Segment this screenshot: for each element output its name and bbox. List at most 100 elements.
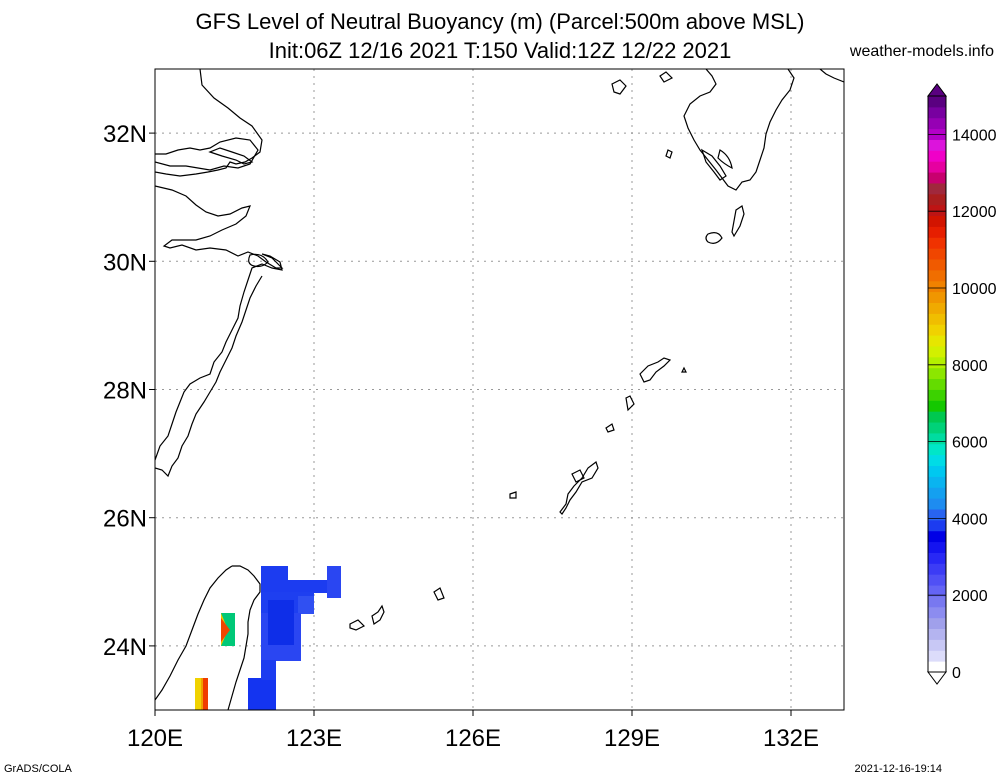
colorbar-swatch	[928, 259, 946, 271]
colorbar-swatch	[928, 96, 946, 108]
coastline-miyako	[433, 587, 445, 601]
coastline-ishigaki	[371, 604, 385, 625]
coastline-china	[155, 69, 263, 177]
site-credit: weather-models.info	[849, 43, 994, 60]
colorbar-swatch	[928, 215, 946, 227]
colorbar-swatch	[928, 378, 946, 390]
footer-timestamp: 2021-12-16-19:14	[854, 763, 942, 775]
colorbar-swatch	[928, 519, 946, 532]
coastline-tokunoshima	[625, 395, 635, 412]
coastline-okinoerabu	[605, 423, 615, 433]
colorbar-swatch	[928, 617, 946, 630]
colorbar-swatch	[928, 585, 946, 597]
colorbar-swatch	[928, 443, 946, 456]
colorbar-swatch	[928, 237, 946, 249]
x-tick-label: 132E	[763, 725, 819, 752]
colorbar: 0 2000 4000 6000 8000 10000 12000 14000	[927, 83, 997, 685]
colorbar-label: 2000	[952, 588, 988, 605]
colorbar-swatch	[928, 530, 946, 543]
colorbar-label: 8000	[952, 358, 988, 375]
colorbar-min-arrow	[927, 671, 947, 685]
coastline-okinawa-n	[571, 469, 585, 483]
colorbar-label: 4000	[952, 511, 988, 528]
x-tick-label: 126E	[445, 725, 501, 752]
coastline-kyushu	[683, 69, 795, 191]
coastline-china-east	[155, 185, 284, 461]
x-tick-label: 120E	[127, 725, 183, 752]
colorbar-swatch	[928, 639, 946, 651]
colorbar-swatch	[928, 487, 946, 499]
coastline-taiwan	[155, 565, 261, 710]
coastline-iriomote	[349, 619, 366, 631]
coastline-tsushima	[611, 79, 627, 95]
y-tick-label: 26N	[103, 506, 147, 533]
x-tick-label: 123E	[286, 725, 342, 752]
colorbar-swatch	[928, 150, 946, 162]
colorbar-swatch	[928, 106, 946, 119]
colorbar-swatch	[928, 356, 946, 369]
coastline-korea	[819, 69, 844, 83]
colorbar-swatch	[928, 454, 946, 467]
coastline-tanegashima	[731, 205, 745, 238]
colorbar-swatch	[928, 291, 946, 303]
colorbar-swatch	[928, 541, 946, 553]
coastline-amami	[639, 357, 672, 383]
footer-credit: GrADS/COLA	[4, 763, 72, 775]
coastlines	[155, 69, 844, 710]
colorbar-swatch	[928, 269, 946, 282]
chart-title: GFS Level of Neutral Buoyancy (m) (Parce…	[195, 9, 805, 34]
colorbar-swatch	[928, 498, 946, 510]
coastline-kume	[509, 491, 517, 499]
colorbar-swatch	[928, 313, 946, 325]
colorbar-swatch	[928, 650, 946, 662]
coastline-yangtze-inner	[208, 147, 254, 165]
colorbar-swatch	[928, 193, 946, 206]
graticule: 120E 123E 126E 129E 132E 24N 26N 28N 30N 32N	[103, 69, 844, 752]
coastline-kikai	[681, 366, 687, 373]
colorbar-swatch	[928, 508, 946, 521]
x-tick-label: 129E	[604, 725, 660, 752]
coastline-yakushima	[705, 232, 723, 244]
coastline-iki	[659, 71, 674, 83]
lnb-cell	[261, 660, 276, 680]
coastline-fujian	[155, 275, 263, 478]
colorbar-swatch	[928, 411, 946, 423]
lnb-cell	[268, 600, 294, 645]
colorbar-swatch	[928, 400, 946, 412]
colorbar-swatch	[928, 606, 946, 619]
colorbar-swatch	[928, 248, 946, 260]
colorbar-swatch	[928, 139, 946, 151]
colorbar-swatch	[928, 422, 946, 434]
colorbar-swatch	[928, 628, 946, 640]
lnb-cell	[298, 596, 314, 614]
y-tick-label: 32N	[103, 121, 147, 148]
y-tick-label: 24N	[103, 634, 147, 661]
colorbar-swatch	[928, 476, 946, 488]
colorbar-label: 6000	[952, 435, 988, 452]
colorbar-swatch	[928, 432, 946, 445]
colorbar-label: 14000	[952, 127, 997, 144]
lnb-cell	[203, 678, 208, 710]
colorbar-label: 10000	[952, 281, 997, 298]
lnb-cell	[261, 580, 328, 593]
lnb-cell	[221, 618, 230, 642]
coastline-kyushu-ariake	[717, 149, 733, 170]
colorbar-swatch	[928, 335, 946, 347]
colorbar-swatch	[928, 465, 946, 477]
colorbar-swatch	[928, 280, 946, 293]
colorbar-swatch	[928, 182, 946, 195]
y-tick-label: 30N	[103, 249, 147, 276]
y-tick-label: 28N	[103, 378, 147, 405]
colorbar-swatch	[928, 204, 946, 217]
lnb-field	[195, 566, 341, 710]
coastline-gotō	[665, 149, 673, 159]
colorbar-label: 12000	[952, 204, 997, 221]
coastline-zhejiang	[248, 253, 269, 268]
colorbar-swatch	[928, 552, 946, 564]
colorbar-swatch	[928, 226, 946, 238]
lnb-cell	[248, 678, 276, 710]
colorbar-swatch	[928, 389, 946, 401]
coastline-yangtze	[155, 137, 259, 171]
coastline-okinawa	[559, 461, 599, 515]
